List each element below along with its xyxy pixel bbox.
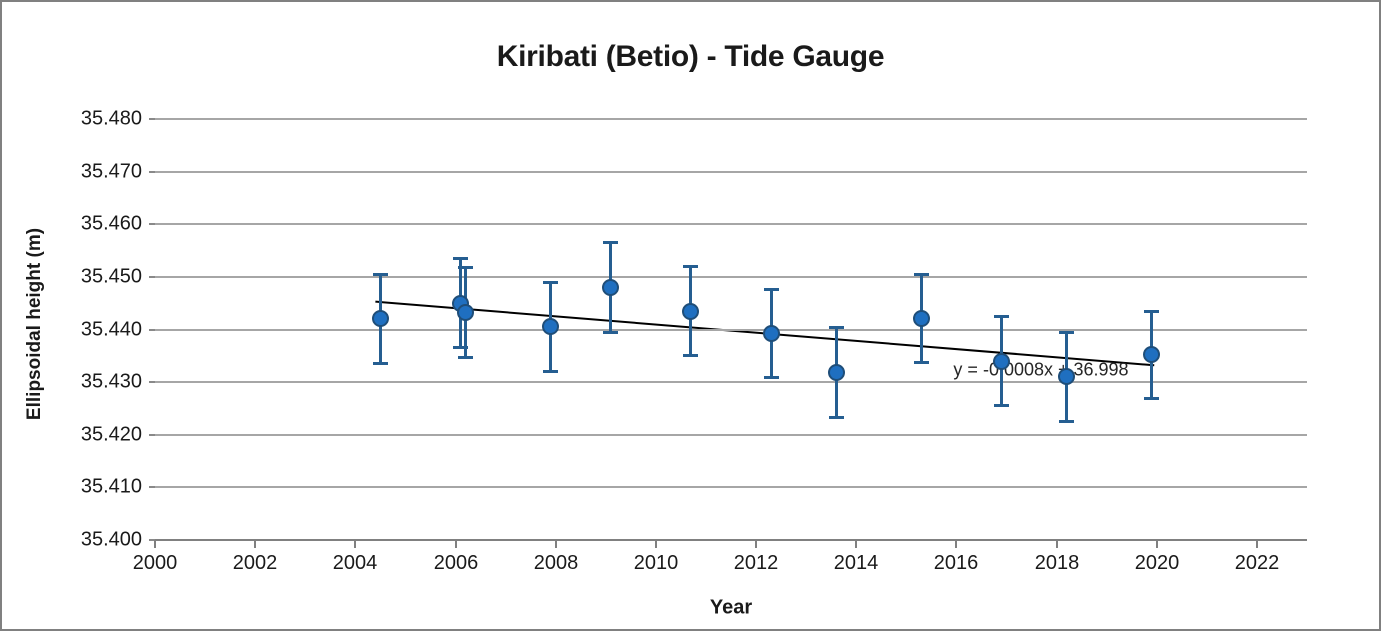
error-bar-bottom-cap [603, 330, 619, 334]
y-tick-mark [149, 329, 155, 331]
error-bar-bottom-cap [993, 403, 1009, 407]
data-point-marker[interactable] [1143, 346, 1161, 364]
y-tick-mark [149, 223, 155, 225]
error-bar-top-cap [372, 272, 388, 276]
y-tick-label: 35.460 [80, 212, 142, 235]
error-bar-bottom-cap [543, 370, 559, 374]
data-point-marker[interactable] [762, 325, 780, 343]
gridline [155, 118, 1307, 120]
data-point-marker[interactable] [912, 309, 930, 327]
x-tick-mark [154, 540, 156, 548]
x-tick-label: 2002 [232, 552, 278, 574]
error-bar-bottom-cap [683, 354, 699, 358]
x-tick-mark [555, 540, 557, 548]
error-bar-top-cap [453, 256, 469, 260]
y-tick-label: 35.430 [80, 370, 142, 393]
y-tick-mark [149, 381, 155, 383]
error-bar-bottom-cap [913, 361, 929, 365]
error-bar-bottom-cap [1144, 396, 1160, 400]
error-bar-top-cap [683, 264, 699, 268]
y-tick-label: 35.440 [80, 318, 142, 341]
gridline [155, 329, 1307, 331]
x-tick-mark [455, 540, 457, 548]
data-point-marker[interactable] [602, 278, 620, 296]
chart-title: Kiribati (Betio) - Tide Gauge [496, 40, 885, 73]
data-point-marker[interactable] [992, 352, 1010, 370]
x-tick-mark [354, 540, 356, 548]
x-tick-label: 2016 [933, 552, 979, 574]
error-bar-top-cap [543, 280, 559, 284]
error-bar-bottom-cap [763, 376, 779, 380]
y-tick-label: 35.410 [80, 475, 142, 498]
gridline [155, 434, 1307, 436]
y-tick-mark [149, 171, 155, 173]
error-bar-top-cap [603, 241, 619, 245]
data-point-marker[interactable] [542, 318, 560, 336]
gridline [155, 171, 1307, 173]
error-bar-top-cap [993, 315, 1009, 319]
gridline [155, 276, 1307, 278]
data-point-marker[interactable] [827, 364, 845, 382]
y-axis-title: Ellipsoidal height (m) [24, 227, 45, 421]
x-tick-mark [955, 540, 957, 548]
x-axis-line [155, 539, 1307, 541]
gridline [155, 486, 1307, 488]
y-tick-label: 35.480 [80, 107, 142, 130]
gridline [155, 223, 1307, 225]
y-tick-mark [149, 486, 155, 488]
data-point-marker[interactable] [1058, 368, 1076, 386]
data-point-marker[interactable] [457, 304, 475, 322]
x-tick-mark [1156, 540, 1158, 548]
data-point-marker[interactable] [371, 310, 389, 328]
y-tick-label: 35.420 [80, 423, 142, 446]
x-tick-label: 2000 [132, 552, 178, 574]
x-tick-mark [1056, 540, 1058, 548]
error-bar-bottom-cap [458, 355, 474, 359]
x-tick-label: 2010 [633, 552, 679, 574]
x-tick-mark [755, 540, 757, 548]
x-tick-mark [655, 540, 657, 548]
error-bar-top-cap [913, 272, 929, 276]
x-tick-label: 2022 [1234, 552, 1280, 574]
error-bar-top-cap [828, 326, 844, 330]
x-tick-label: 2020 [1134, 552, 1180, 574]
y-tick-mark [149, 118, 155, 120]
y-tick-mark [149, 539, 155, 541]
x-tick-label: 2004 [332, 552, 378, 574]
error-bar-top-cap [763, 288, 779, 291]
error-bar-top-cap [1059, 331, 1075, 335]
x-tick-mark [254, 540, 256, 548]
x-tick-label: 2008 [533, 552, 579, 574]
x-tick-label: 2012 [733, 552, 779, 574]
error-bar-bottom-cap [372, 362, 388, 366]
y-tick-label: 35.470 [80, 160, 142, 183]
x-tick-label: 2014 [833, 552, 879, 574]
error-bar-top-cap [1144, 309, 1160, 313]
x-tick-mark [855, 540, 857, 548]
x-tick-mark [1256, 540, 1258, 548]
gridline [155, 381, 1307, 383]
x-tick-label: 2006 [433, 552, 479, 574]
x-axis-title: Year [709, 596, 753, 619]
trendline-equation-label: y = -0.0008x + 36.998 [953, 359, 1129, 380]
error-bar-bottom-cap [1059, 419, 1075, 423]
x-tick-label: 2018 [1034, 552, 1080, 574]
y-tick-mark [149, 276, 155, 278]
error-bar-bottom-cap [828, 415, 844, 419]
y-tick-label: 35.450 [80, 265, 142, 288]
error-bar-bottom-cap [453, 346, 469, 350]
data-point-marker[interactable] [682, 302, 700, 320]
y-tick-mark [149, 434, 155, 436]
error-bar-top-cap [458, 266, 474, 270]
y-tick-label: 35.400 [80, 528, 142, 551]
